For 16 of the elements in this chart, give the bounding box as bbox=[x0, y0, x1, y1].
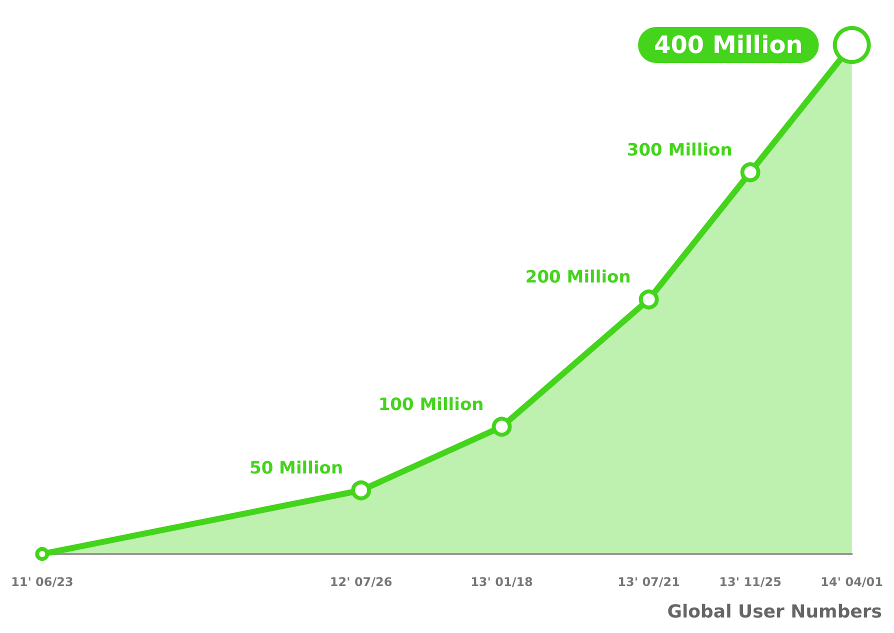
point bbox=[740, 162, 760, 182]
x-tick-label: 13' 07/21 bbox=[618, 575, 680, 589]
point bbox=[351, 480, 372, 500]
x-tick-label: 13' 11/25 bbox=[719, 575, 782, 589]
x-tick-label: 12' 07/26 bbox=[330, 575, 392, 589]
x-tick-label: 13' 01/18 bbox=[470, 575, 533, 589]
data-label: 200 Million bbox=[525, 268, 631, 288]
data-label: 50 Million bbox=[249, 458, 344, 478]
data-label: 100 Million bbox=[378, 394, 484, 415]
data-label: 400 Million bbox=[654, 31, 803, 59]
x-tick-label: 11' 06/23 bbox=[10, 575, 74, 589]
point bbox=[638, 290, 659, 310]
x-tick-label: 14' 04/01 bbox=[820, 575, 884, 589]
data-label: 300 Million bbox=[626, 140, 732, 160]
point bbox=[492, 416, 512, 437]
text: Global User Numbers bbox=[667, 602, 882, 622]
